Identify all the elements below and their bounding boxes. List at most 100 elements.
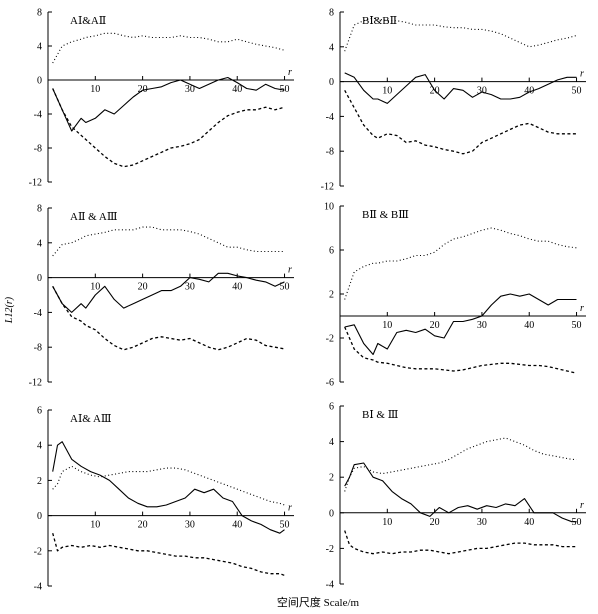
y-tick-label: -4 <box>34 308 42 319</box>
x-tick-label: 40 <box>524 86 534 97</box>
r-axis-label: r <box>580 303 584 314</box>
panel-title: AⅡ & AⅢ <box>70 211 117 223</box>
y-tick-label: 0 <box>329 77 334 88</box>
y-tick-label: 0 <box>37 511 42 522</box>
x-tick-label: 40 <box>232 520 242 531</box>
x-tick-label: 30 <box>185 282 195 293</box>
series-line-dotted <box>52 465 285 506</box>
x-tick-label: 40 <box>524 320 534 331</box>
x-tick-label: 50 <box>572 86 582 97</box>
series-line-dashed <box>52 88 285 168</box>
y-tick-label: 6 <box>329 246 334 257</box>
y-tick-label: 4 <box>37 238 42 249</box>
x-tick-label: 20 <box>138 520 148 531</box>
y-tick-label: -8 <box>326 147 334 158</box>
y-tick-label: 6 <box>329 402 334 413</box>
x-tick-label: 10 <box>382 320 392 331</box>
series-line-solid <box>52 441 285 534</box>
series-line-dotted <box>52 32 285 64</box>
panel-title: BⅠ & Ⅲ <box>362 409 398 421</box>
y-tick-label: -4 <box>326 112 334 123</box>
y-tick-label: -2 <box>326 334 334 345</box>
y-tick-label: 2 <box>37 476 42 487</box>
series-line-solid <box>344 72 577 104</box>
series-line-solid <box>344 462 577 523</box>
x-tick-label: 10 <box>382 86 392 97</box>
x-tick-label: 20 <box>138 84 148 95</box>
x-tick-label: 40 <box>232 282 242 293</box>
y-tick-label: 2 <box>329 290 334 301</box>
y-tick-label: 0 <box>37 76 42 87</box>
x-axis-label: 空间尺度 Scale/m <box>277 595 360 609</box>
y-tick-label: 4 <box>329 437 334 448</box>
panel-title: BⅠ&BⅡ <box>362 15 397 27</box>
series-line-solid <box>52 272 285 313</box>
series-line-dashed <box>52 285 285 351</box>
x-tick-label: 20 <box>430 320 440 331</box>
series-line-dotted <box>344 227 577 300</box>
x-tick-label: 10 <box>90 84 100 95</box>
y-tick-label: 8 <box>37 8 42 19</box>
y-tick-label: 4 <box>329 42 334 53</box>
series-line-solid <box>52 76 285 132</box>
series-line-dashed <box>344 89 577 155</box>
y-tick-label: -4 <box>326 580 334 591</box>
y-tick-label: -12 <box>29 378 42 389</box>
x-tick-label: 50 <box>572 517 582 528</box>
y-tick-label: 10 <box>324 202 334 213</box>
y-tick-label: -2 <box>34 546 42 557</box>
x-tick-label: 10 <box>90 520 100 531</box>
y-tick-label: -6 <box>326 378 334 389</box>
panel-title: AⅠ&AⅡ <box>70 15 106 27</box>
panel-title: AⅠ& AⅢ <box>70 413 112 425</box>
y-tick-label: -12 <box>321 182 334 193</box>
x-tick-label: 40 <box>524 517 534 528</box>
x-tick-label: 10 <box>90 282 100 293</box>
y-tick-label: 0 <box>329 508 334 519</box>
x-tick-label: 50 <box>280 520 290 531</box>
x-tick-label: 30 <box>477 517 487 528</box>
y-tick-label: 0 <box>37 273 42 284</box>
chart-panel-4: 10 6 2 -2 -6 10 20 30 40 50 r BⅡ & BⅢ <box>324 202 586 389</box>
series-line-solid <box>344 293 577 356</box>
y-tick-label: -8 <box>34 343 42 354</box>
series-line-dashed <box>52 533 285 577</box>
r-axis-label: r <box>580 69 584 80</box>
x-tick-label: 20 <box>138 282 148 293</box>
r-axis-label: r <box>580 500 584 511</box>
x-tick-label: 10 <box>382 517 392 528</box>
series-line-dotted <box>52 226 285 257</box>
y-tick-label: 2 <box>329 473 334 484</box>
x-tick-label: 20 <box>430 86 440 97</box>
y-tick-label: 4 <box>37 42 42 53</box>
x-tick-label: 30 <box>477 320 487 331</box>
series-line-dotted <box>344 437 577 492</box>
x-tick-label: 50 <box>572 320 582 331</box>
r-axis-label: r <box>288 265 292 276</box>
x-tick-label: 40 <box>232 84 242 95</box>
series-line-dashed <box>344 326 577 374</box>
x-tick-label: 30 <box>185 520 195 531</box>
y-tick-label: 8 <box>329 8 334 19</box>
y-tick-label: -12 <box>29 178 42 189</box>
y-tick-label: -4 <box>34 110 42 121</box>
r-axis-label: r <box>288 67 292 78</box>
y-axis-label: L12(r) <box>4 296 15 324</box>
y-tick-label: -4 <box>34 582 42 593</box>
series-line-dashed <box>344 530 577 555</box>
y-tick-label: 8 <box>37 204 42 215</box>
x-tick-label: 50 <box>280 282 290 293</box>
x-tick-label: 20 <box>430 517 440 528</box>
r-axis-label: r <box>288 503 292 514</box>
y-tick-label: -8 <box>34 144 42 155</box>
y-tick-label: 4 <box>37 441 42 452</box>
x-tick-label: 30 <box>477 86 487 97</box>
y-tick-label: -2 <box>326 544 334 555</box>
